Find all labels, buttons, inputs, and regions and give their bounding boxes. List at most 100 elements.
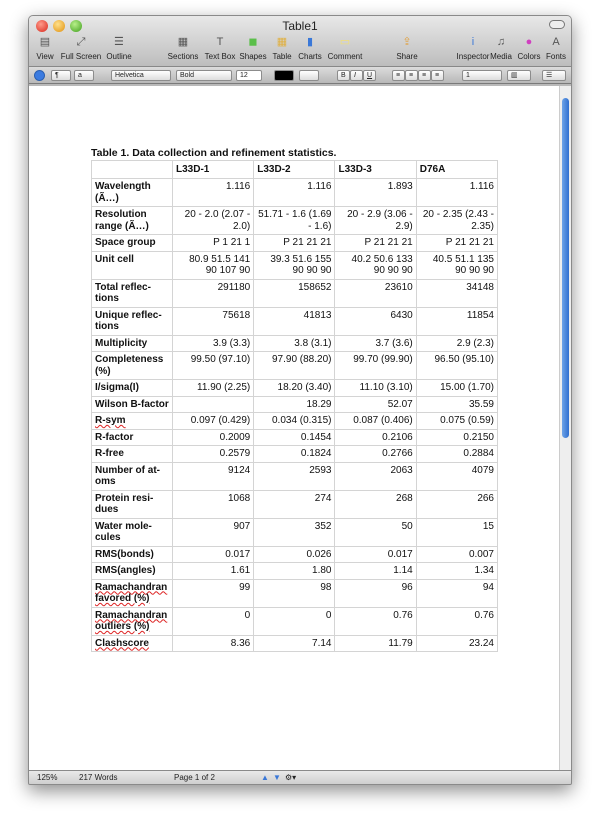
table-cell[interactable]: 0.2106 [334,428,417,446]
table-cell[interactable]: 99.50 (97.10) [171,351,255,380]
table-cell[interactable]: 99 [171,578,255,608]
underline-button[interactable]: U [363,70,376,81]
table-cell[interactable]: 18.20 (3.40) [253,379,336,397]
table-cell[interactable]: 1.34 [415,562,499,580]
table-cell[interactable]: 2063 [334,461,417,491]
scrollbar-thumb[interactable] [562,98,569,438]
line-spacing-select[interactable]: 1 [462,70,502,81]
table-cell[interactable]: 1.116 [253,178,336,207]
minimize-button[interactable] [53,20,65,32]
columns-select[interactable]: ▥ [507,70,531,81]
table-cell[interactable]: 907 [171,517,255,547]
table-cell[interactable]: 3.9 (3.3) [171,334,255,352]
row-header[interactable]: R-free [91,445,173,463]
font-family-select[interactable]: Helvetica [111,70,171,81]
table-cell[interactable]: 40.2 50.6 133 90 90 90 [334,250,417,280]
table-cell[interactable]: 20 - 2.35 (2.43 - 2.35) [415,206,499,235]
table-cell[interactable]: 15.00 (1.70) [415,379,499,397]
row-header[interactable]: I/sigma(I) [91,379,173,397]
table-cell[interactable]: 1068 [171,489,255,519]
row-header[interactable]: RMS(angles) [91,562,173,580]
list-style-select[interactable]: ☰ [542,70,566,81]
toolbar-view-button[interactable]: ▤ View [36,35,53,61]
gear-icon[interactable]: ⚙▾ [285,773,297,782]
table-cell[interactable]: 9124 [171,461,255,491]
row-header[interactable]: Clashscore [91,634,173,652]
italic-button[interactable]: I [350,70,363,81]
table-cell[interactable]: 50 [334,517,417,547]
table-cell[interactable]: 94 [415,578,499,608]
table-cell[interactable]: 40.5 51.1 135 90 90 90 [415,250,499,280]
table-cell[interactable]: 1.61 [171,562,255,580]
font-size-field[interactable]: 12 [236,70,262,81]
table-cell[interactable]: 96.50 (95.10) [415,351,499,380]
align-center-button[interactable]: ≡ [405,70,418,81]
table-cell[interactable]: 158652 [253,278,336,308]
table-cell[interactable]: 274 [253,489,336,519]
table-cell[interactable]: 0.017 [171,545,255,563]
table-cell[interactable]: 0.2884 [415,445,499,463]
paragraph-style-select[interactable]: ¶ [51,70,71,81]
table-cell[interactable]: 96 [334,578,417,608]
page-down-icon[interactable]: ▼ [273,773,281,782]
table-cell[interactable]: P 21 21 21 [334,234,417,252]
table-cell[interactable]: 11.79 [334,634,417,652]
toolbar-media-button[interactable]: ♫ Media [490,35,512,61]
table-cell[interactable]: 97.90 (88.20) [253,351,336,380]
table-cell[interactable]: 0.2009 [171,428,255,446]
table-cell[interactable]: 1.116 [171,178,255,207]
table-cell[interactable]: 0.1824 [253,445,336,463]
row-header[interactable]: Water mole-cules [91,517,173,547]
table-cell[interactable]: 291180 [171,278,255,308]
table-cell[interactable]: 3.8 (3.1) [253,334,336,352]
column-header[interactable] [91,160,173,179]
row-header[interactable]: Number of at-oms [91,461,173,491]
row-header[interactable]: Space group [91,234,173,252]
table-cell[interactable]: 51.71 - 1.6 (1.69 - 1.6) [253,206,336,235]
table-cell[interactable]: 1.80 [253,562,336,580]
table-cell[interactable]: 98 [253,578,336,608]
vertical-scrollbar[interactable] [559,86,571,772]
table-cell[interactable]: 35.59 [415,395,499,413]
column-header[interactable]: L33D-1 [171,160,255,179]
table-cell[interactable]: 7.14 [253,634,336,652]
row-header[interactable]: Ramachandran favored (%) [91,578,173,608]
table-cell[interactable]: 80.9 51.5 141 90 107 90 [171,250,255,280]
toolbar-colors-button[interactable]: ● Colors [517,35,540,61]
row-header[interactable]: Resolution range (Ã…) [91,206,173,235]
row-header[interactable]: Unique reflec-tions [91,306,173,336]
close-button[interactable] [36,20,48,32]
table-cell[interactable]: P 21 21 21 [415,234,499,252]
zoom-button[interactable] [70,20,82,32]
table-cell[interactable]: P 21 21 21 [253,234,336,252]
row-header[interactable]: Wavelength (Ã…) [91,178,173,207]
row-header[interactable]: Completeness (%) [91,351,173,380]
row-header[interactable]: Unit cell [91,250,173,280]
column-header[interactable]: L33D-2 [253,160,336,179]
table-cell[interactable]: 0.017 [334,545,417,563]
row-header[interactable]: Protein resi-dues [91,489,173,519]
invisibles-icon[interactable] [34,70,45,81]
table-cell[interactable]: 1.116 [415,178,499,207]
table-cell[interactable]: 0.76 [334,606,417,636]
table-cell[interactable]: 23610 [334,278,417,308]
align-left-button[interactable]: ≡ [392,70,405,81]
table-cell[interactable]: 23.24 [415,634,499,652]
typeface-select[interactable]: Bold [176,70,232,81]
table-cell[interactable]: 0.007 [415,545,499,563]
table-cell[interactable]: 75618 [171,306,255,336]
table-cell[interactable]: P 1 21 1 [171,234,255,252]
toolbar-shapes-button[interactable]: ◼ Shapes [239,35,266,61]
table-cell[interactable]: 0.026 [253,545,336,563]
row-header[interactable]: Multiplicity [91,334,173,352]
data-table[interactable]: L33D-1 L33D-2 L33D-3 D76A Wavelength (Ã…) 1.… [91,160,499,652]
table-cell[interactable]: 2593 [253,461,336,491]
toolbar-share-button[interactable]: ⇪ Share [396,35,417,61]
character-style-select[interactable]: a [74,70,94,81]
table-cell[interactable]: 11.90 (2.25) [171,379,255,397]
table-cell[interactable]: 352 [253,517,336,547]
table-cell[interactable]: 4079 [415,461,499,491]
toolbar-inspector-button[interactable]: i Inspector [457,35,490,61]
column-header[interactable]: L33D-3 [334,160,417,179]
table-cell[interactable]: 0.034 (0.315) [253,412,336,430]
